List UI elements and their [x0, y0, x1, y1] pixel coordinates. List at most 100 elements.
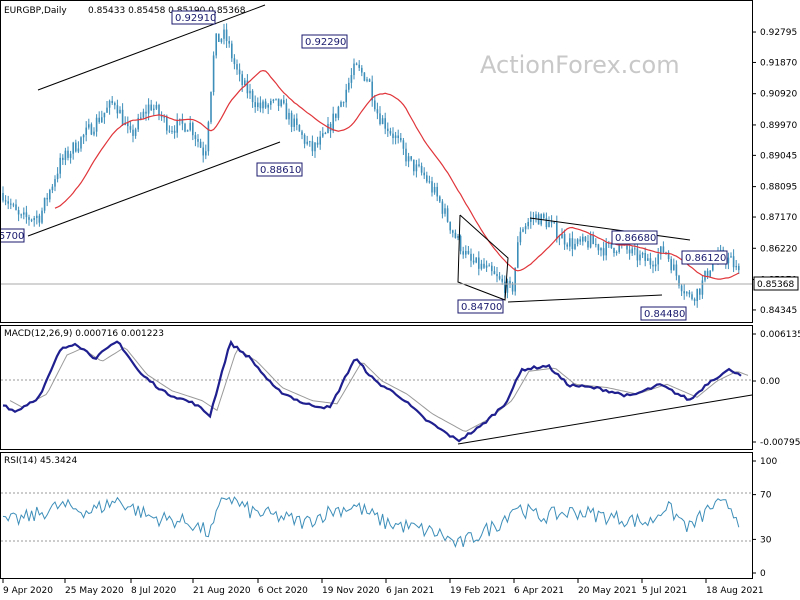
- date-tick-label: 8 Jul 2020: [131, 586, 176, 596]
- candle-body: [69, 153, 72, 158]
- price-tick-label: 0.87170: [760, 213, 797, 223]
- candle-body: [602, 248, 605, 256]
- candle-body: [498, 276, 501, 279]
- candle-body: [43, 197, 46, 211]
- candle-body: [51, 186, 54, 191]
- candle-body: [205, 151, 207, 156]
- candle-body: [184, 123, 186, 132]
- candle-body: [327, 123, 329, 133]
- candle-body: [353, 63, 355, 76]
- level-label-4: 0.84700: [457, 299, 504, 314]
- price-tick-label: 0.89970: [760, 121, 797, 131]
- candle-body: [662, 246, 665, 253]
- candle-body: [394, 135, 397, 139]
- candle-body: [28, 217, 30, 220]
- candle-body: [62, 157, 64, 160]
- triangle-upper: [529, 217, 691, 241]
- candle-body: [319, 136, 321, 145]
- candle-body: [288, 112, 290, 120]
- triangle-lower: [507, 294, 663, 303]
- rsi-header: RSI(14) 45.3424: [4, 456, 77, 466]
- level-label-text: 0.92910: [175, 13, 216, 24]
- candle-body: [127, 122, 129, 127]
- candle-body: [277, 98, 280, 106]
- candle-body: [145, 111, 147, 114]
- level-label-7: 0.84480: [640, 306, 687, 321]
- candle-body: [457, 236, 459, 238]
- candle-body: [418, 164, 420, 166]
- candle-body: [345, 89, 347, 103]
- candle-body: [134, 129, 137, 136]
- candle-body: [90, 124, 93, 135]
- candle-body: [566, 244, 568, 247]
- macd-header: MACD(12,26,9) 0.000716 0.001223: [4, 329, 164, 339]
- candle-body: [95, 117, 98, 132]
- candle-body: [600, 248, 602, 251]
- candle-body: [649, 258, 652, 265]
- candle-body: [238, 69, 241, 75]
- candle-body: [660, 246, 662, 255]
- candle-body: [470, 253, 472, 261]
- candle-body: [517, 242, 519, 268]
- price-tick-label: 0.89045: [760, 151, 797, 161]
- candle-body: [251, 90, 254, 103]
- candle-body: [480, 263, 483, 269]
- candle-body: [259, 102, 262, 109]
- candle-body: [693, 299, 696, 302]
- candle-body: [535, 214, 537, 219]
- date-tick-label: 21 Aug 2020: [193, 586, 251, 596]
- current-price-text: 0.85368: [757, 280, 794, 290]
- candle-body: [129, 126, 132, 130]
- candle-body: [111, 100, 113, 104]
- candle-body: [543, 214, 545, 219]
- candle-body: [506, 280, 509, 293]
- candle-body: [511, 283, 514, 292]
- candle-body: [36, 215, 38, 219]
- candle-body: [33, 218, 35, 220]
- candle-body: [402, 140, 405, 149]
- candle-body: [140, 117, 142, 119]
- candle-body: [332, 113, 334, 132]
- candle-body: [691, 294, 693, 300]
- date-tick-label: 25 May 2020: [65, 586, 124, 596]
- candle-body: [459, 236, 462, 252]
- level-label-5: 0.86680: [611, 230, 658, 245]
- candle-body: [23, 212, 25, 215]
- candle-body: [10, 203, 12, 205]
- candle-body: [496, 274, 498, 277]
- candle-body: [4, 200, 7, 202]
- candle-body: [98, 117, 100, 123]
- candle-body: [582, 236, 584, 242]
- candle-body: [634, 248, 636, 250]
- date-tick-label: 19 Feb 2021: [450, 586, 506, 596]
- candle-body: [301, 131, 303, 135]
- candle-body: [387, 128, 389, 132]
- date-tick-label: 6 Jan 2021: [386, 586, 434, 596]
- candle-body: [556, 222, 558, 240]
- candle-body: [366, 79, 368, 81]
- candle-body: [355, 63, 358, 65]
- candle-body: [283, 100, 285, 104]
- candle-body: [358, 64, 360, 68]
- candle-body: [675, 264, 678, 276]
- candle-body: [202, 147, 204, 156]
- candle-body: [49, 190, 51, 200]
- candle-body: [275, 98, 277, 100]
- candle-body: [483, 263, 485, 268]
- candle-body: [712, 261, 714, 271]
- candle-body: [348, 82, 350, 90]
- candle-body: [231, 43, 233, 59]
- candle-body: [475, 257, 477, 263]
- candle-body: [389, 131, 392, 134]
- candle-body: [415, 164, 418, 172]
- candle-body: [592, 235, 594, 245]
- rsi-tick-label: 0: [760, 569, 766, 579]
- candle-body: [485, 265, 488, 268]
- candle-body: [244, 80, 246, 86]
- candle-body: [296, 118, 298, 125]
- macd-line: [2, 339, 742, 443]
- candle-body: [166, 116, 168, 131]
- chart-header-ohlc: 0.85433 0.85458 0.85190 0.85368: [88, 6, 246, 16]
- candle-body: [223, 29, 225, 39]
- candle-body: [644, 253, 646, 261]
